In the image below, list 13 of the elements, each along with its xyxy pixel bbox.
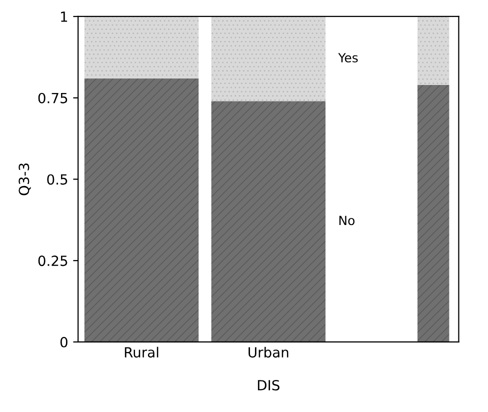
x-tick-label: Urban bbox=[248, 346, 288, 358]
x-tick-label: Rural bbox=[124, 346, 158, 358]
series-label: No bbox=[339, 216, 354, 226]
y-axis-title: Q3-3 bbox=[18, 164, 31, 196]
y-tick-label: 0.75 bbox=[38, 92, 68, 104]
bar bbox=[84, 78, 199, 342]
y-tick-label: 0 bbox=[60, 336, 68, 348]
y-tick-label: 0.5 bbox=[47, 174, 68, 185]
bar bbox=[84, 16, 199, 78]
x-axis-title: DIS bbox=[258, 380, 280, 390]
y-tick-label: 0.25 bbox=[38, 256, 68, 266]
y-tick-label: 1 bbox=[61, 12, 68, 22]
series-label: Yes bbox=[338, 53, 358, 62]
